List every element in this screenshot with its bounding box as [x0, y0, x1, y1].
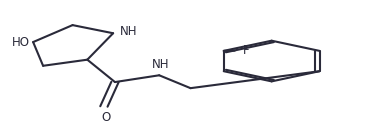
- Text: HO: HO: [11, 36, 30, 48]
- Text: NH: NH: [120, 25, 137, 38]
- Text: O: O: [101, 111, 110, 124]
- Text: NH: NH: [152, 58, 170, 71]
- Text: F: F: [243, 44, 249, 57]
